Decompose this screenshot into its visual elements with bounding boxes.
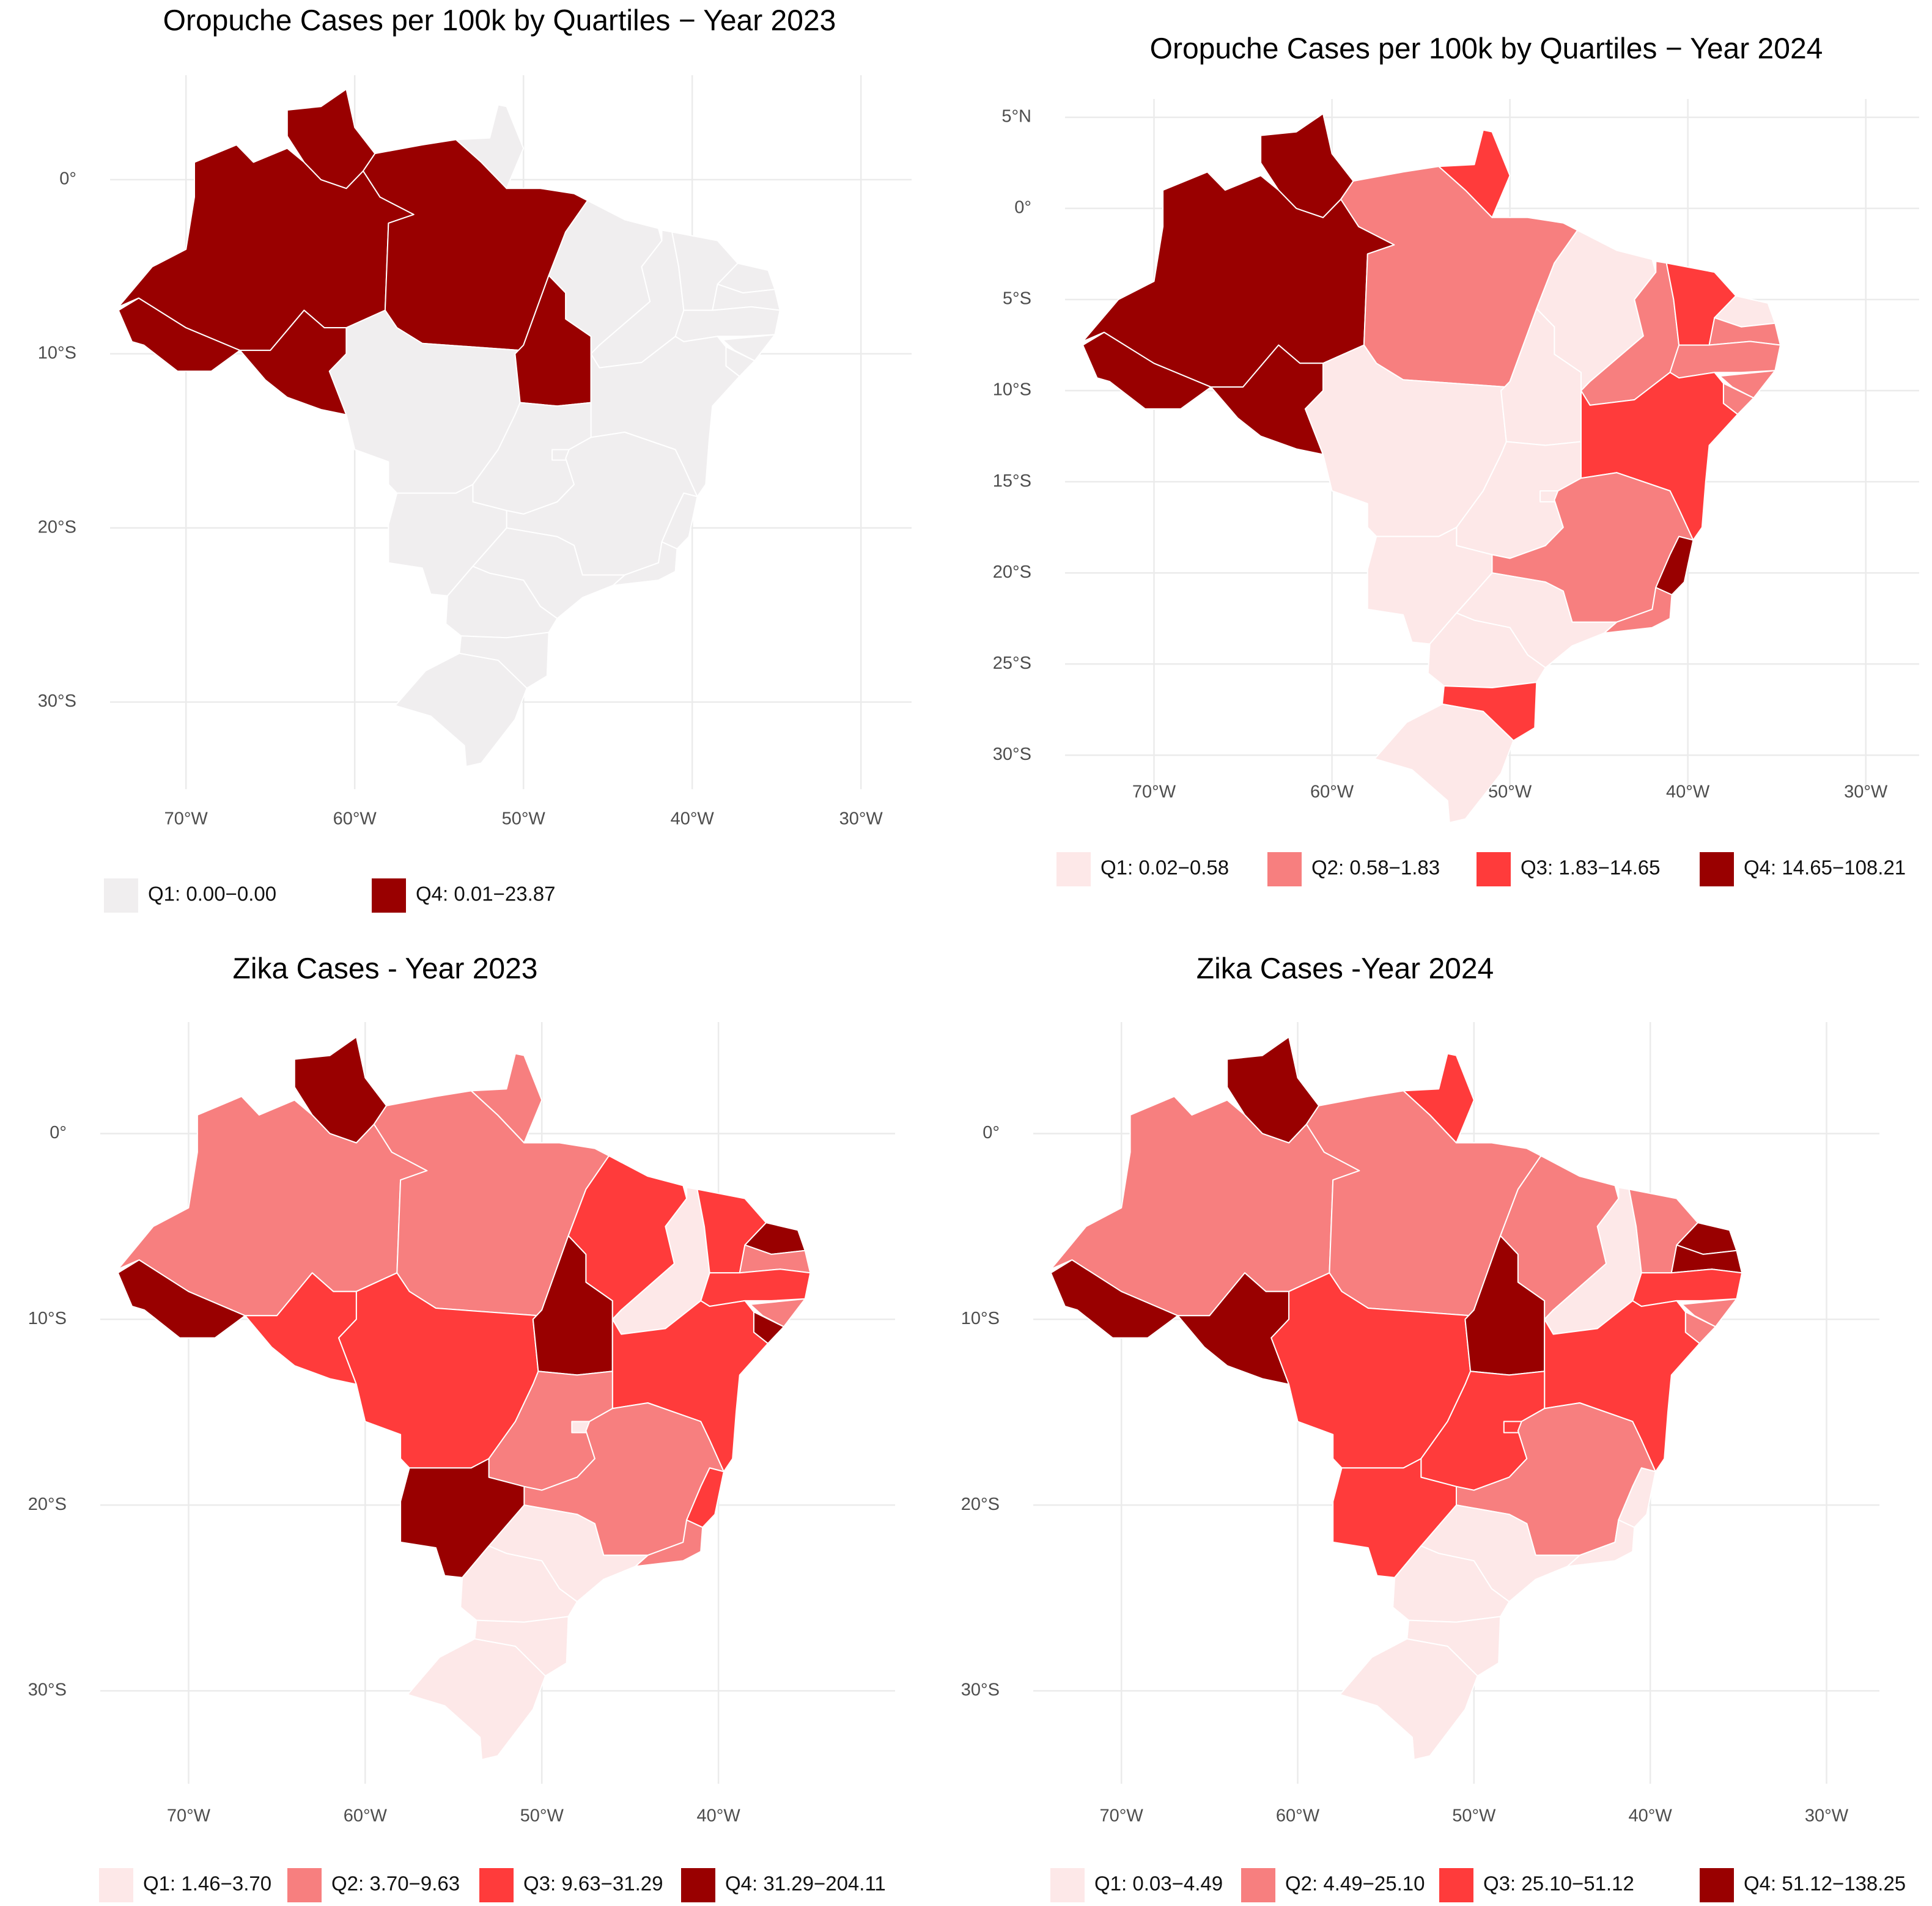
legend-label: Q2: 0.58−1.83 [1311, 856, 1440, 879]
state [239, 309, 347, 416]
x-tick-label: 30°W [1844, 782, 1888, 802]
x-tick-label: 70°W [164, 809, 208, 829]
y-tick-label: 20°S [961, 1495, 1000, 1514]
x-tick-label: 40°W [1666, 782, 1710, 802]
y-tick-label: 20°S [993, 562, 1031, 582]
panel-title: Oropuche Cases per 100k by Quartiles − Y… [1150, 33, 1823, 65]
legend-swatch [1477, 852, 1511, 886]
x-tick-label: 60°W [344, 1806, 388, 1826]
legend-swatch [99, 1868, 133, 1902]
state [470, 1053, 543, 1144]
y-tick-label: 30°S [961, 1680, 1000, 1700]
map-panel: Oropuche Cases per 100k by Quartiles − Y… [38, 5, 912, 913]
y-tick-label: 0° [50, 1123, 67, 1142]
state [1177, 1272, 1290, 1385]
state [1403, 1053, 1475, 1144]
y-tick-label: 30°S [993, 745, 1031, 764]
x-tick-label: 40°W [671, 809, 715, 829]
y-tick-label: 30°S [28, 1680, 67, 1700]
map-panel: Oropuche Cases per 100k by Quartiles − Y… [993, 33, 1919, 886]
x-tick-label: 50°W [520, 1806, 564, 1826]
y-tick-label: 10°S [38, 343, 76, 362]
legend-label: Q4: 14.65−108.21 [1744, 856, 1906, 879]
x-tick-label: 70°W [167, 1806, 211, 1826]
y-tick-label: 20°S [38, 517, 76, 537]
state [244, 1272, 357, 1385]
legend-swatch [1056, 852, 1091, 886]
panel-title: Zika Cases - Year 2023 [233, 953, 538, 985]
legend-label: Q4: 0.01−23.87 [416, 883, 555, 905]
y-tick-label: 20°S [28, 1495, 67, 1514]
y-tick-label: 0° [1014, 198, 1031, 218]
legend-label: Q3: 25.10−51.12 [1483, 1872, 1634, 1895]
x-tick-label: 60°W [1276, 1806, 1320, 1826]
legend-swatch [1700, 852, 1734, 886]
panel-title: Zika Cases -Year 2024 [1196, 953, 1494, 985]
x-tick-label: 30°W [839, 809, 883, 829]
legend-label: Q1: 1.46−3.70 [143, 1872, 271, 1895]
map-panel: Zika Cases -Year 2024 0° 10°S 20°S 30°S 70°W 6… [961, 953, 1906, 1902]
y-tick-label: 30°S [38, 691, 76, 711]
legend-label: Q1: 0.02−0.58 [1101, 856, 1229, 879]
x-tick-label: 70°W [1100, 1806, 1144, 1826]
x-tick-label: 50°W [502, 809, 546, 829]
legend-label: Q4: 31.29−204.11 [725, 1872, 886, 1895]
state [1210, 344, 1324, 455]
x-tick-label: 30°W [1805, 1806, 1849, 1826]
legend-swatch [1439, 1868, 1473, 1902]
state [407, 1638, 546, 1761]
legend-label: Q3: 9.63−31.29 [523, 1872, 663, 1895]
state [1339, 1638, 1478, 1761]
y-tick-label: 5°N [1001, 106, 1031, 126]
legend-swatch [1241, 1868, 1275, 1902]
x-tick-label: 60°W [1310, 782, 1354, 802]
legend-label: Q4: 51.12−138.25 [1744, 1872, 1906, 1895]
state [455, 104, 525, 189]
legend-swatch [287, 1868, 322, 1902]
state [394, 652, 528, 767]
legend-label: Q1: 0.03−4.49 [1094, 1872, 1223, 1895]
x-tick-label: 40°W [1629, 1806, 1673, 1826]
legend-label: Q3: 1.83−14.65 [1521, 856, 1660, 879]
x-tick-label: 50°W [1488, 782, 1532, 802]
y-tick-label: 10°S [993, 380, 1031, 400]
x-tick-label: 70°W [1132, 782, 1176, 802]
y-tick-label: 0° [983, 1123, 1000, 1142]
legend-swatch [1700, 1868, 1734, 1902]
legend-label: Q2: 3.70−9.63 [331, 1872, 460, 1895]
legend-label: Q1: 0.00−0.00 [148, 883, 276, 905]
y-tick-label: 15°S [993, 471, 1031, 491]
y-tick-label: 25°S [993, 653, 1031, 673]
map-panel: Zika Cases - Year 2023 0° 10°S 20°S 30°S 70°W… [28, 953, 895, 1902]
x-tick-label: 40°W [696, 1806, 740, 1826]
legend-swatch [1267, 852, 1302, 886]
legend-swatch [479, 1868, 514, 1902]
legend-swatch [681, 1868, 715, 1902]
legend-label: Q2: 4.49−25.10 [1285, 1872, 1425, 1895]
x-tick-label: 50°W [1452, 1806, 1496, 1826]
y-tick-label: 0° [59, 169, 76, 189]
y-tick-label: 5°S [1003, 289, 1031, 309]
panel-title: Oropuche Cases per 100k by Quartiles − Y… [163, 5, 836, 37]
y-tick-label: 10°S [961, 1309, 1000, 1328]
legend-swatch [372, 878, 406, 913]
legend-swatch [1050, 1868, 1085, 1902]
x-tick-label: 60°W [333, 809, 377, 829]
state [1438, 129, 1511, 218]
y-tick-label: 10°S [28, 1309, 67, 1328]
state [1374, 703, 1514, 823]
legend-swatch [104, 878, 138, 913]
